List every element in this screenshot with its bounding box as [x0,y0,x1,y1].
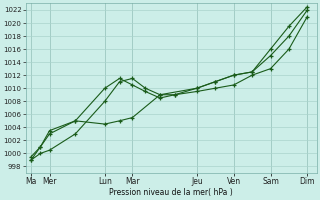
X-axis label: Pression niveau de la mer( hPa ): Pression niveau de la mer( hPa ) [109,188,233,197]
